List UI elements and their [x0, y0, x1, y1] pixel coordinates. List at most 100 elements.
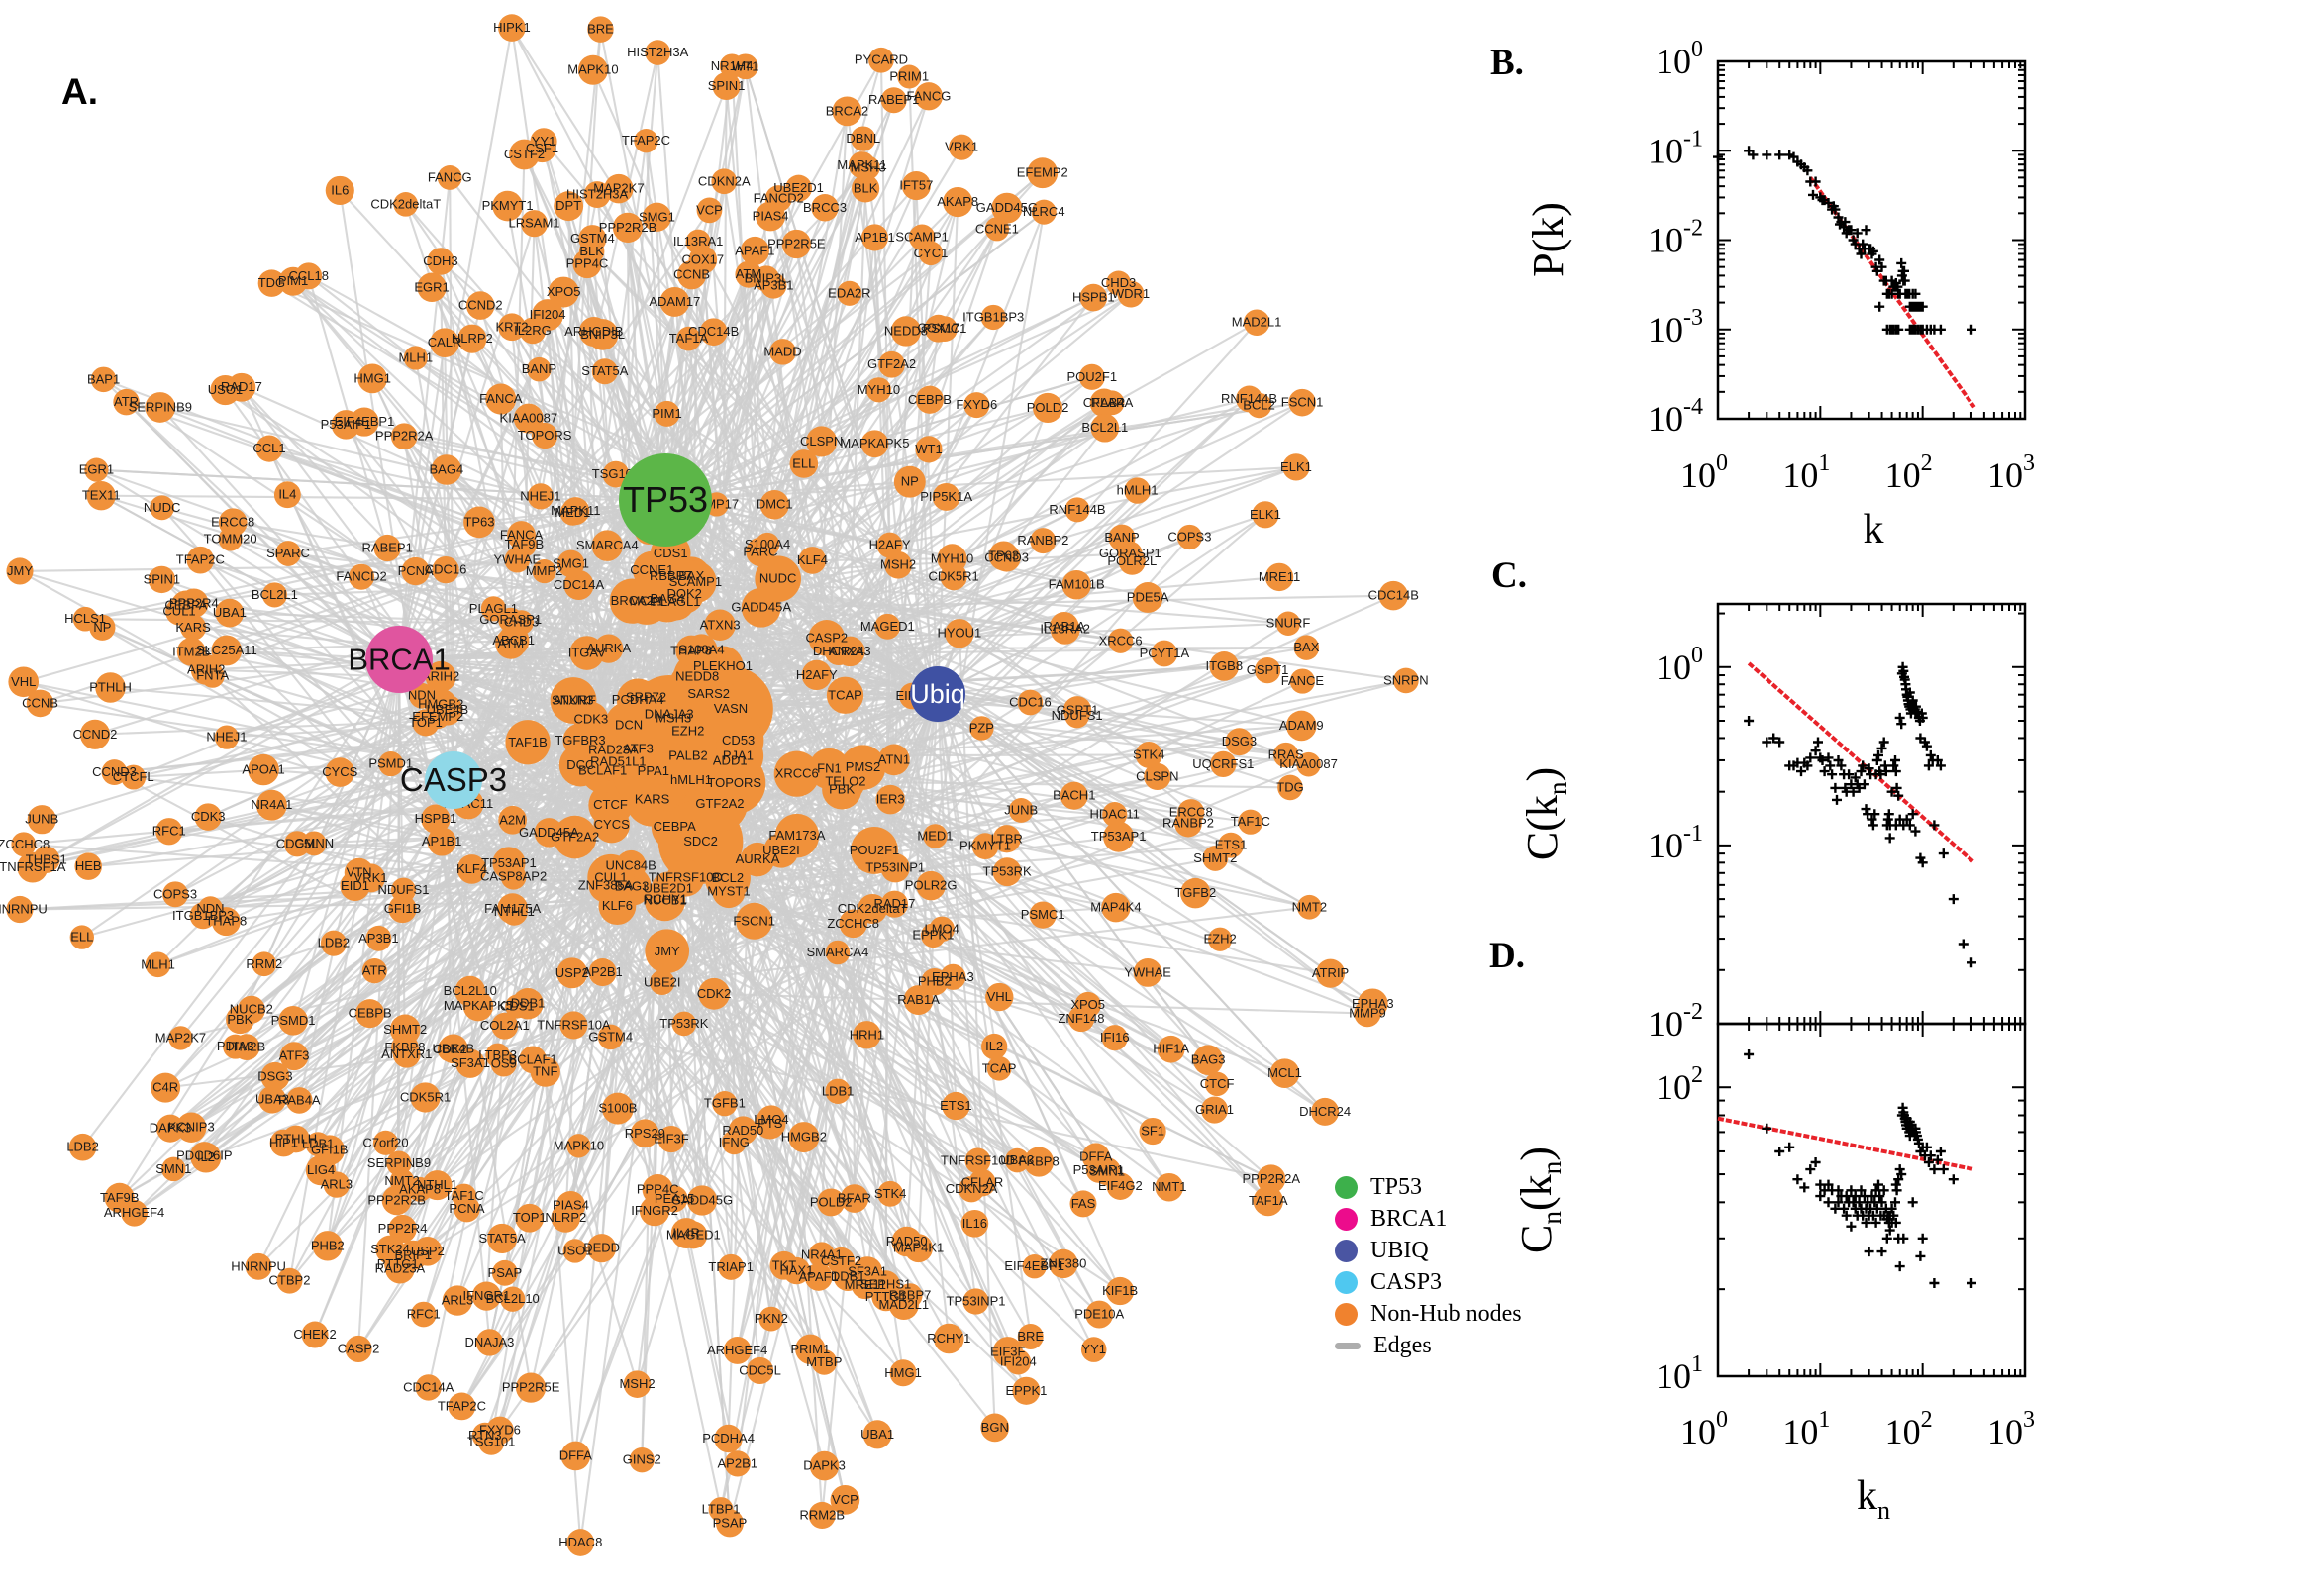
network-node[interactable]	[1079, 283, 1108, 312]
network-node[interactable]	[562, 1239, 587, 1263]
network-node[interactable]	[698, 977, 730, 1010]
network-node[interactable]	[437, 165, 462, 190]
network-node[interactable]	[1225, 728, 1254, 756]
network-node[interactable]	[1029, 901, 1057, 929]
network-node[interactable]	[403, 346, 428, 370]
network-node[interactable]	[645, 40, 670, 65]
network-node[interactable]	[156, 1114, 185, 1143]
network-node[interactable]	[417, 272, 447, 303]
network-node[interactable]	[388, 1214, 417, 1244]
network-node[interactable]	[1133, 958, 1162, 987]
network-node[interactable]	[645, 929, 690, 974]
network-node[interactable]	[830, 1485, 860, 1515]
network-node[interactable]	[764, 185, 792, 213]
network-node[interactable]	[1078, 363, 1105, 390]
network-node[interactable]	[903, 985, 934, 1016]
network-node[interactable]	[6, 895, 34, 924]
network-node[interactable]	[963, 392, 990, 419]
network-node[interactable]	[877, 1180, 904, 1207]
network-node[interactable]	[808, 1501, 836, 1530]
network-node[interactable]	[642, 202, 672, 232]
network-node[interactable]	[860, 224, 889, 251]
network-node[interactable]	[711, 168, 738, 195]
network-node[interactable]	[148, 565, 176, 594]
network-node[interactable]	[373, 534, 401, 562]
network-node[interactable]	[808, 748, 851, 790]
network-node[interactable]	[11, 832, 37, 857]
network-node[interactable]	[442, 1285, 473, 1316]
network-node[interactable]	[527, 483, 555, 510]
network-node[interactable]	[1293, 635, 1320, 660]
network-node[interactable]	[1285, 710, 1317, 742]
network-node[interactable]	[721, 1130, 747, 1155]
network-node[interactable]	[789, 449, 819, 478]
network-node[interactable]	[431, 454, 462, 485]
network-node[interactable]	[255, 789, 287, 821]
network-node[interactable]	[893, 465, 926, 498]
network-node[interactable]	[992, 857, 1022, 887]
network-node[interactable]	[1004, 1147, 1030, 1173]
network-node[interactable]	[409, 682, 435, 709]
network-node[interactable]	[781, 229, 811, 259]
network-node[interactable]	[79, 719, 111, 749]
network-node[interactable]	[492, 190, 523, 222]
network-node[interactable]	[1012, 1376, 1041, 1405]
network-node[interactable]	[500, 1286, 526, 1312]
network-node[interactable]	[676, 326, 701, 351]
network-node[interactable]	[275, 541, 301, 566]
network-node[interactable]	[1027, 157, 1059, 189]
network-node[interactable]	[475, 1329, 504, 1356]
network-node[interactable]	[1378, 580, 1408, 611]
network-node[interactable]	[90, 366, 117, 393]
network-node[interactable]	[943, 187, 973, 218]
network-node[interactable]	[686, 1185, 718, 1216]
network-node[interactable]	[969, 716, 994, 741]
network-node[interactable]	[151, 1072, 181, 1103]
network-node[interactable]	[1005, 1348, 1032, 1375]
network-node[interactable]	[463, 506, 495, 539]
network-node[interactable]	[773, 750, 820, 797]
network-node[interactable]	[980, 1413, 1010, 1443]
network-node[interactable]	[1209, 651, 1240, 681]
network-node[interactable]	[591, 530, 624, 561]
network-node[interactable]	[612, 212, 644, 244]
network-node[interactable]	[588, 958, 617, 987]
network-node[interactable]	[889, 1359, 917, 1387]
network-node[interactable]	[415, 1374, 442, 1401]
network-node[interactable]	[874, 613, 901, 640]
network-node[interactable]	[915, 385, 945, 414]
network-node[interactable]	[708, 1497, 734, 1522]
network-node[interactable]	[980, 1033, 1008, 1060]
network-node[interactable]	[448, 1392, 476, 1421]
network-node[interactable]	[285, 1087, 313, 1114]
network-node[interactable]	[273, 481, 301, 509]
network-node[interactable]	[560, 1441, 591, 1471]
network-node[interactable]	[923, 824, 948, 848]
network-node[interactable]	[804, 1262, 833, 1291]
network-node[interactable]	[1264, 562, 1294, 592]
network-node[interactable]	[515, 1203, 545, 1233]
network-node[interactable]	[591, 358, 618, 385]
network-node[interactable]	[878, 350, 905, 378]
network-node[interactable]	[865, 377, 891, 403]
network-node[interactable]	[826, 676, 864, 714]
network-node[interactable]	[161, 1156, 186, 1182]
network-node[interactable]	[897, 64, 922, 89]
network-node[interactable]	[890, 316, 922, 347]
network-node[interactable]	[851, 174, 880, 203]
network-node[interactable]	[985, 982, 1014, 1012]
network-node[interactable]	[746, 1356, 774, 1385]
network-node[interactable]	[390, 423, 418, 450]
network-node[interactable]	[378, 751, 404, 777]
network-node[interactable]	[825, 1078, 851, 1105]
network-node[interactable]	[425, 660, 456, 693]
network-node[interactable]	[1277, 774, 1303, 801]
network-node[interactable]	[361, 958, 387, 984]
network-node[interactable]	[1103, 821, 1135, 852]
network-node[interactable]	[155, 818, 183, 846]
network-node[interactable]	[604, 173, 634, 204]
network-node[interactable]	[1024, 1147, 1055, 1177]
network-node[interactable]	[456, 854, 487, 884]
network-node[interactable]	[497, 893, 529, 925]
network-node[interactable]	[1243, 309, 1270, 336]
